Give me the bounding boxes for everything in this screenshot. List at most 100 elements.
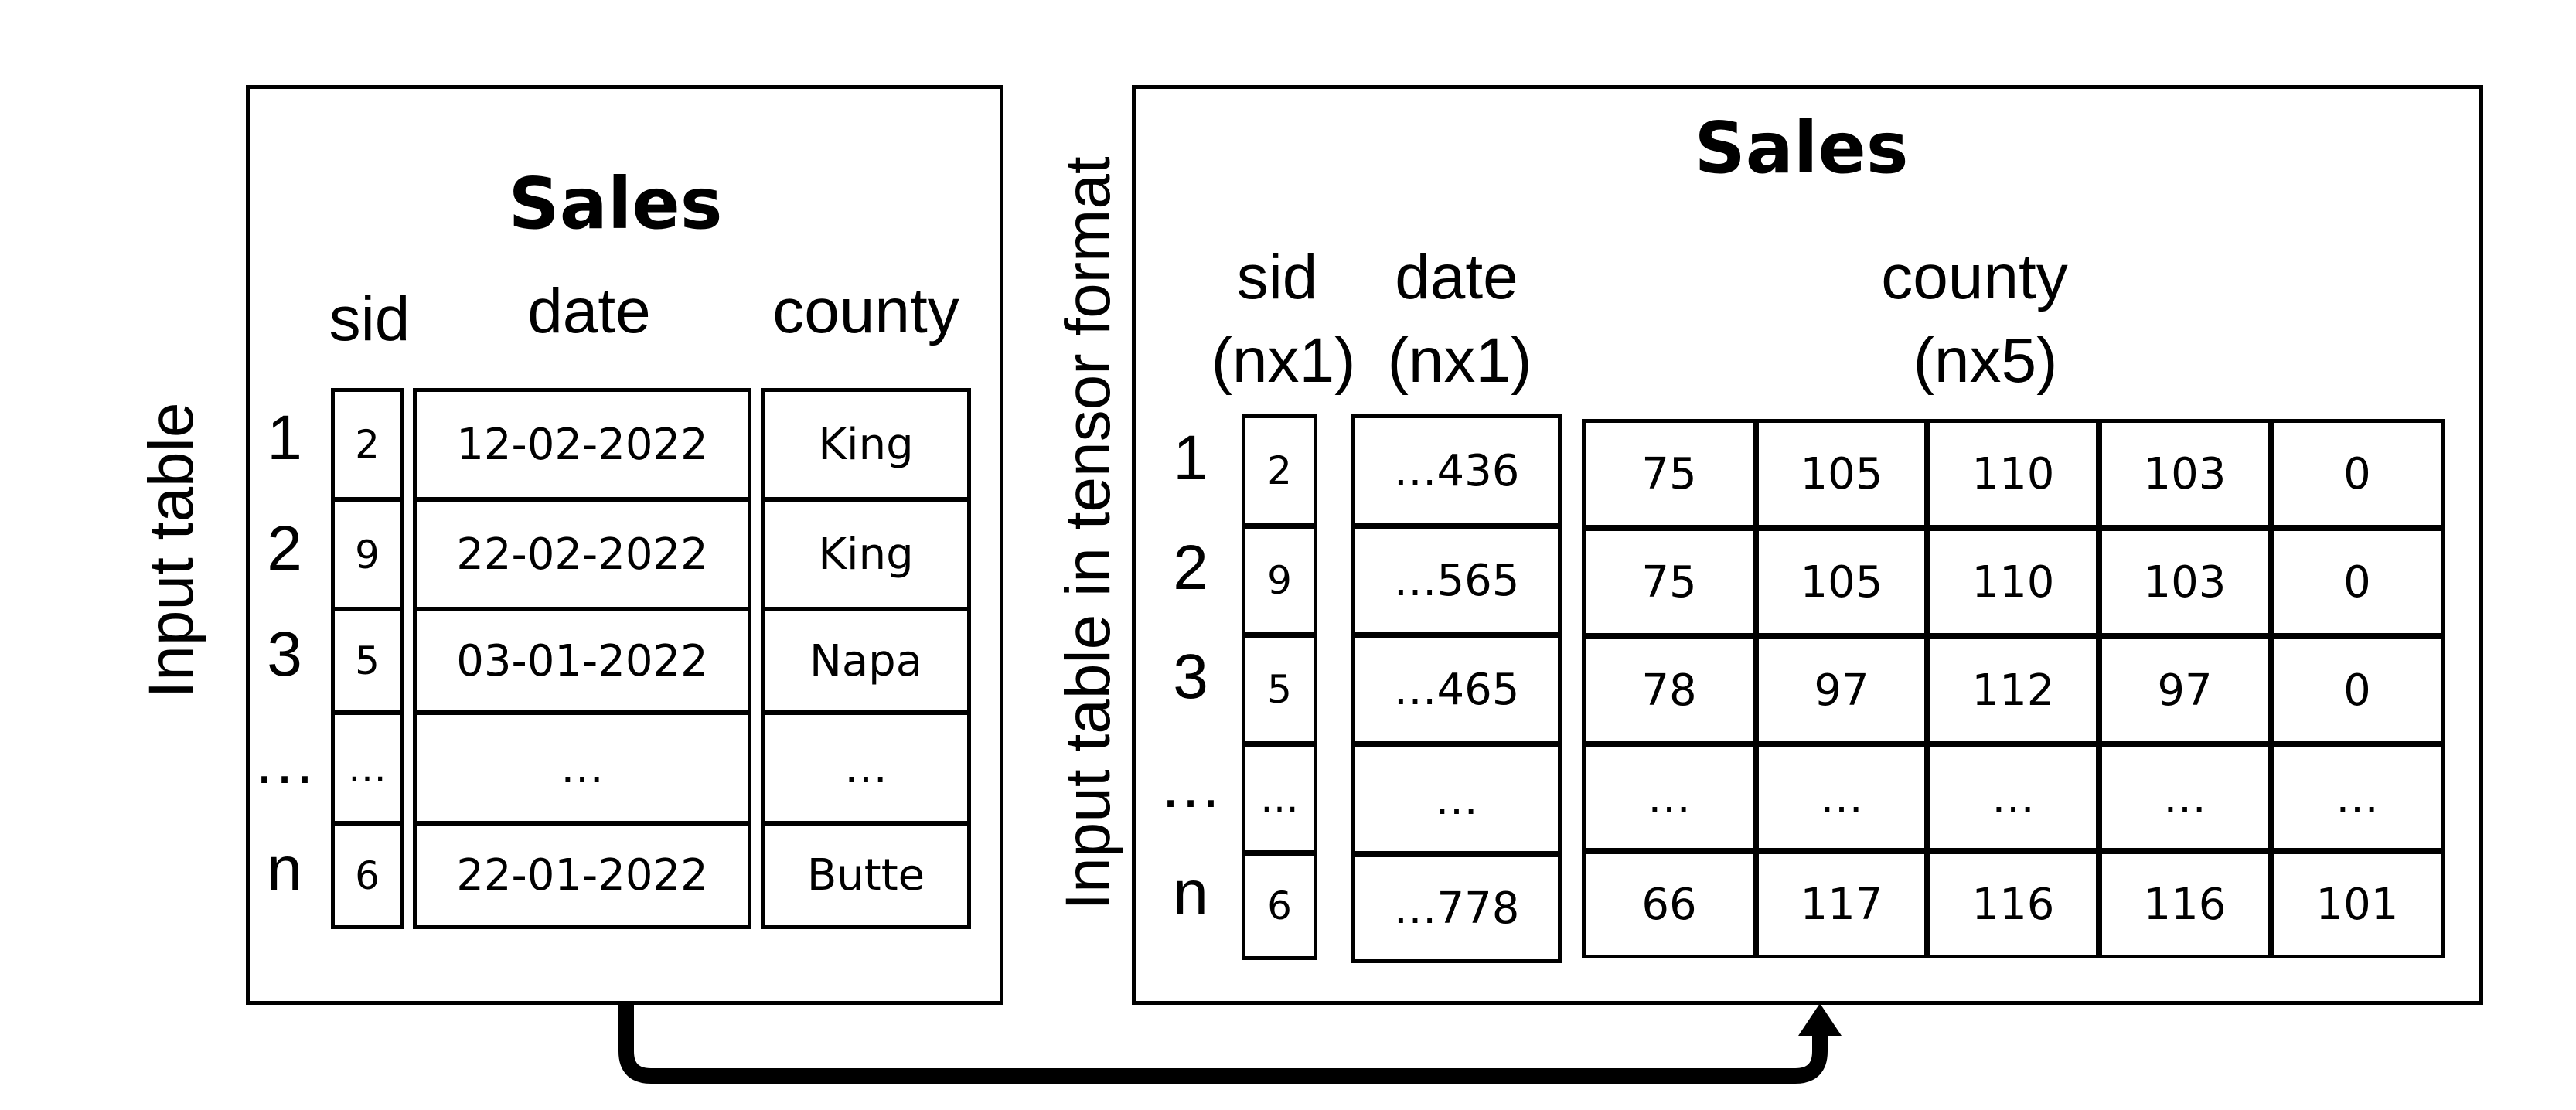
input-cell-sid-value: 9 <box>355 532 380 577</box>
tensor-cell-county: 78 <box>1582 635 1757 745</box>
tensor-cell-county: 75 <box>1582 419 1757 529</box>
tensor-cell-sid-value: 9 <box>1267 558 1292 603</box>
tensor-cell-date-value: …778 <box>1393 883 1520 934</box>
tensor-cell-sid-value: … <box>1260 776 1299 821</box>
tensor-cell-county: 105 <box>1755 419 1928 529</box>
tensor-cell-county-value: 101 <box>2315 879 2399 930</box>
tensor-cell-sid-value: 2 <box>1267 448 1292 493</box>
tensor-cell-county-value: 117 <box>1800 879 1883 930</box>
tensor-cell-county-value: 105 <box>1800 448 1883 499</box>
input-cell-date: 03-01-2022 <box>413 608 751 714</box>
tensor-cell-county: … <box>1755 744 1928 852</box>
tensor-header-county-shape: (nx5) <box>1913 325 2058 396</box>
tensor-cell-county-value: 75 <box>1641 557 1697 608</box>
tensor-cell-sid: … <box>1242 744 1317 853</box>
tensor-cell-sid: 9 <box>1242 526 1317 635</box>
input-cell-date: … <box>413 711 751 825</box>
tensor-cell-county: … <box>2098 744 2271 852</box>
tensor-header-county: county <box>1881 242 2068 312</box>
input-cell-county-value: … <box>844 743 888 793</box>
tensor-header-date-shape: (nx1) <box>1387 325 1532 396</box>
input-cell-sid-value: 6 <box>355 853 380 898</box>
tensor-cell-county-value: 116 <box>1971 879 2055 930</box>
tensor-cell-date: …465 <box>1351 634 1562 745</box>
input-cell-date: 12-02-2022 <box>413 388 751 501</box>
tensor-cell-county-value: 0 <box>2343 557 2371 608</box>
tensor-cell-county: 0 <box>2270 527 2445 637</box>
tensor-cell-county-value: … <box>1820 772 1863 823</box>
tensor-cell-county-value: 75 <box>1641 448 1697 499</box>
tensor-cell-county-value: 105 <box>1800 557 1883 608</box>
tensor-cell-county-value: 110 <box>1971 557 2055 608</box>
input-cell-county-value: King <box>818 529 914 580</box>
tensor-cell-date-value: …565 <box>1393 555 1520 606</box>
tensor-cell-date-value: …436 <box>1393 445 1520 496</box>
tensor-cell-county: 103 <box>2098 419 2271 529</box>
tensor-cell-county-value: 103 <box>2143 448 2227 499</box>
input-table-title: Sales <box>508 162 723 245</box>
tensor-cell-county: 75 <box>1582 527 1757 637</box>
transform-arrow-line <box>618 1005 1828 1084</box>
tensor-cell-sid-value: 6 <box>1267 884 1292 928</box>
tensor-cell-date: … <box>1351 744 1562 855</box>
input-table-header-county: county <box>772 276 959 346</box>
tensor-row-label: n <box>1173 858 1208 928</box>
input-table-side-label: Input table <box>136 402 206 699</box>
input-cell-date: 22-02-2022 <box>413 499 751 611</box>
tensor-row-label: … <box>1159 751 1222 821</box>
input-table-header-date: date <box>527 276 651 346</box>
input-cell-date-value: 22-01-2022 <box>456 850 708 901</box>
input-cell-sid: 6 <box>331 822 404 929</box>
tensor-cell-sid: 5 <box>1242 634 1317 745</box>
input-cell-date-value: 22-02-2022 <box>456 529 708 580</box>
input-cell-county: King <box>761 499 971 611</box>
tensor-header-sid: sid <box>1236 242 1318 312</box>
tensor-cell-county: 97 <box>1755 635 1928 745</box>
tensor-cell-county: … <box>2270 744 2445 852</box>
tensor-cell-county-value: … <box>1647 772 1691 823</box>
tensor-cell-county-value: 66 <box>1641 879 1697 930</box>
tensor-cell-county: 116 <box>2098 850 2271 958</box>
tensor-cell-county: 101 <box>2270 850 2445 958</box>
tensor-row-label: 1 <box>1173 423 1208 493</box>
tensor-cell-county: 105 <box>1755 527 1928 637</box>
tensor-cell-county-value: 0 <box>2343 665 2371 716</box>
input-row-label: … <box>253 726 316 797</box>
input-cell-county-value: Napa <box>809 635 923 686</box>
tensor-cell-sid: 2 <box>1242 414 1317 527</box>
input-cell-sid: … <box>331 711 404 825</box>
input-row-label: 3 <box>267 619 302 689</box>
tensor-cell-date: …565 <box>1351 526 1562 635</box>
tensor-cell-county: 116 <box>1927 850 2100 958</box>
tensor-row-label: 3 <box>1173 642 1208 712</box>
tensor-cell-sid: 6 <box>1242 852 1317 960</box>
tensor-table-side-label: Input table in tensor format <box>1053 156 1123 911</box>
input-table-header-sid: sid <box>329 284 411 354</box>
transform-arrow-head <box>1798 1003 1842 1036</box>
tensor-cell-date: …778 <box>1351 853 1562 963</box>
input-cell-county-value: King <box>818 419 914 470</box>
input-row-label: 2 <box>267 512 302 584</box>
tensor-cell-county: … <box>1582 744 1757 852</box>
tensor-cell-date-value: …465 <box>1393 664 1520 715</box>
tensor-cell-county: 117 <box>1755 850 1928 958</box>
tensor-cell-county: 110 <box>1927 527 2100 637</box>
tensor-table-title: Sales <box>1694 107 1909 189</box>
tensor-cell-county: 112 <box>1927 635 2100 745</box>
tensor-cell-county-value: 97 <box>2157 665 2213 716</box>
input-cell-sid-value: 5 <box>355 638 380 683</box>
tensor-cell-county-value: … <box>1992 772 2035 823</box>
tensor-header-sid-shape: (nx1) <box>1211 325 1356 396</box>
tensor-cell-date-value: … <box>1435 774 1478 825</box>
tensor-cell-county: 66 <box>1582 850 1757 958</box>
tensor-cell-county-value: 78 <box>1641 665 1697 716</box>
tensor-cell-county: 110 <box>1927 419 2100 529</box>
tensor-header-date: date <box>1395 242 1518 312</box>
input-cell-date-value: 12-02-2022 <box>456 419 708 470</box>
tensor-cell-county-value: 103 <box>2143 557 2227 608</box>
input-cell-sid-value: 2 <box>355 422 380 467</box>
tensor-cell-sid-value: 5 <box>1267 667 1292 712</box>
tensor-cell-county-value: 110 <box>1971 448 2055 499</box>
input-cell-date-value: 03-01-2022 <box>456 635 708 686</box>
